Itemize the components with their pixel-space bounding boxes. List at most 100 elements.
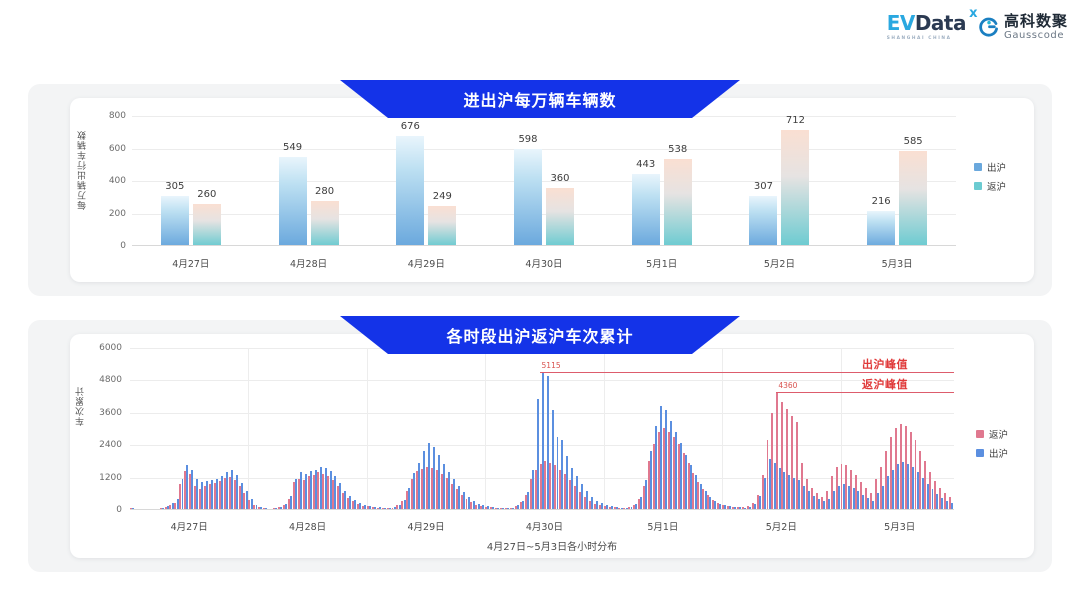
chart2-bar-return[interactable]: [495, 507, 498, 510]
chart1-bar-return[interactable]: 260: [192, 189, 221, 246]
chart2-bar-out[interactable]: [887, 476, 890, 510]
chart2-bar-out[interactable]: [240, 483, 243, 510]
chart2-bar-return[interactable]: [776, 392, 779, 510]
chart2-bar-return[interactable]: [884, 450, 887, 510]
chart2-bar-return[interactable]: [194, 485, 197, 510]
chart2-bar-out[interactable]: [497, 507, 500, 510]
chart2-bar-out[interactable]: [793, 477, 796, 510]
chart1-bar-out[interactable]: 307: [749, 181, 778, 246]
chart2-bar-return[interactable]: [243, 493, 246, 510]
chart2-bar-out[interactable]: [201, 481, 204, 510]
chart2-bar-out[interactable]: [566, 456, 569, 510]
chart2-bar-return[interactable]: [376, 507, 379, 510]
chart2-bar-out[interactable]: [290, 495, 293, 510]
chart2-bar-out[interactable]: [674, 431, 677, 510]
chart2-bar-out[interactable]: [803, 485, 806, 510]
chart2-bar-return[interactable]: [292, 481, 295, 510]
chart2-bar-return[interactable]: [593, 503, 596, 510]
chart2-bar-out[interactable]: [369, 505, 371, 510]
chart2-bar-return[interactable]: [519, 502, 522, 510]
chart2-bar-out[interactable]: [309, 470, 312, 510]
chart2-bar-return[interactable]: [445, 478, 448, 510]
chart2-bar-out[interactable]: [788, 474, 791, 510]
chart2-bar-out[interactable]: [877, 493, 880, 510]
chart2-bar-return[interactable]: [579, 492, 581, 510]
chart2-bar-out[interactable]: [946, 501, 949, 510]
chart2-bar-return[interactable]: [771, 412, 774, 510]
chart2-bar-out[interactable]: [625, 507, 628, 510]
chart2-bar-return[interactable]: [845, 465, 848, 510]
chart2-bar-return[interactable]: [184, 470, 187, 510]
chart2-bar-return[interactable]: [648, 461, 651, 510]
chart2-bar-return[interactable]: [717, 502, 720, 510]
chart2-bar-return[interactable]: [391, 507, 394, 510]
chart2-bar-out[interactable]: [181, 479, 184, 510]
chart2-bar-return[interactable]: [805, 478, 808, 510]
chart2-bar-return[interactable]: [722, 504, 725, 510]
chart2-bar-out[interactable]: [299, 472, 302, 510]
chart2-bar-out[interactable]: [591, 496, 594, 510]
chart1-bar-return[interactable]: 280: [310, 186, 339, 246]
chart2-bar-out[interactable]: [719, 503, 722, 510]
chart2-bar-return[interactable]: [662, 427, 665, 510]
chart2-bar-out[interactable]: [196, 478, 199, 510]
chart2-bar-out[interactable]: [443, 464, 445, 510]
chart2-bar-return[interactable]: [529, 478, 532, 510]
chart2-bar-out[interactable]: [699, 484, 702, 510]
chart2-bar-return[interactable]: [741, 507, 744, 510]
chart2-bar-out[interactable]: [571, 468, 574, 510]
chart2-bar-return[interactable]: [297, 478, 300, 510]
chart1-bar-return[interactable]: 360: [545, 173, 574, 246]
chart2-bar-out[interactable]: [324, 468, 327, 510]
chart2-bar-out[interactable]: [502, 507, 505, 510]
chart2-bar-return[interactable]: [411, 478, 414, 510]
chart2-bar-return[interactable]: [801, 462, 803, 510]
chart2-bar-return[interactable]: [583, 497, 586, 510]
chart2-bar-out[interactable]: [487, 505, 490, 510]
chart2-bar-return[interactable]: [179, 483, 182, 510]
chart2-bar-out[interactable]: [832, 491, 835, 510]
chart2-bar-return[interactable]: [781, 402, 784, 510]
chart2-bar-return[interactable]: [317, 472, 320, 510]
chart2-bar-out[interactable]: [768, 458, 771, 510]
chart2-bar-return[interactable]: [712, 499, 715, 510]
chart2-bar-out[interactable]: [329, 470, 332, 510]
chart2-bar-out[interactable]: [245, 491, 248, 510]
chart2-bar-return[interactable]: [924, 461, 927, 510]
chart2-bar-return[interactable]: [727, 505, 729, 510]
chart2-bar-return[interactable]: [914, 439, 917, 510]
chart2-bar-return[interactable]: [406, 491, 409, 510]
chart2-bar-out[interactable]: [655, 426, 658, 510]
chart2-bar-out[interactable]: [837, 485, 840, 510]
chart1-bar-out[interactable]: 305: [160, 181, 189, 246]
chart2-bar-return[interactable]: [944, 493, 947, 510]
chart2-bar-out[interactable]: [847, 485, 850, 510]
chart2-bar-out[interactable]: [541, 371, 544, 510]
chart2-bar-out[interactable]: [852, 487, 855, 510]
chart2-bar-return[interactable]: [302, 480, 305, 510]
chart2-bar-return[interactable]: [731, 506, 734, 510]
chart2-bar-out[interactable]: [941, 498, 944, 510]
chart2-bar-out[interactable]: [936, 494, 939, 510]
chart2-bar-out[interactable]: [433, 446, 436, 510]
chart2-bar-return[interactable]: [544, 461, 547, 510]
chart2-bar-out[interactable]: [517, 505, 519, 510]
chart2-bar-return[interactable]: [825, 491, 828, 510]
chart2-bar-out[interactable]: [531, 469, 534, 510]
chart2-bar-return[interactable]: [218, 481, 221, 510]
chart2-bar-out[interactable]: [665, 410, 668, 510]
chart2-bar-return[interactable]: [465, 499, 468, 510]
chart2-bar-return[interactable]: [426, 466, 429, 510]
chart1-bar-return[interactable]: 538: [663, 144, 692, 246]
chart2-bar-out[interactable]: [235, 474, 238, 510]
chart2-bar-out[interactable]: [561, 439, 564, 510]
chart2-bar-return[interactable]: [549, 462, 552, 510]
chart2-bar-out[interactable]: [739, 507, 742, 510]
chart2-bar-return[interactable]: [588, 500, 591, 510]
chart2-bar-out[interactable]: [813, 495, 816, 510]
chart2-bar-out[interactable]: [438, 454, 441, 510]
chart2-bar-out[interactable]: [220, 476, 223, 510]
chart2-bar-out[interactable]: [551, 410, 554, 510]
chart2-bar-return[interactable]: [638, 498, 641, 510]
chart2-bar-out[interactable]: [216, 478, 219, 510]
